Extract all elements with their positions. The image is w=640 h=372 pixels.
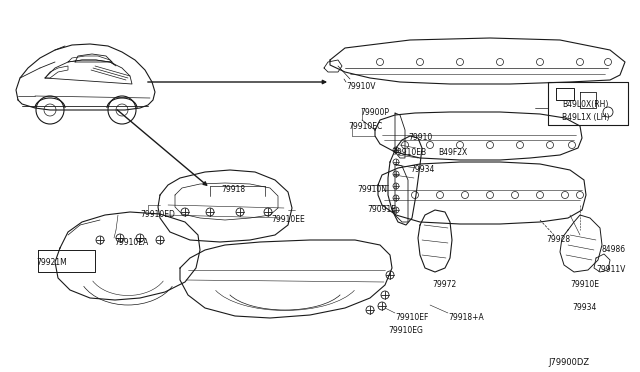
Text: 79091E: 79091E (367, 205, 396, 214)
Text: 84986: 84986 (601, 245, 625, 254)
Text: 79928: 79928 (546, 235, 570, 244)
Text: B49F2X: B49F2X (438, 148, 467, 157)
Text: J79900DZ: J79900DZ (549, 358, 590, 367)
Text: 79910EG: 79910EG (388, 326, 423, 335)
Text: 79934: 79934 (572, 303, 596, 312)
Text: 79972: 79972 (432, 280, 456, 289)
Text: 79911V: 79911V (596, 265, 625, 274)
Text: 79921M: 79921M (36, 258, 67, 267)
Text: 79934: 79934 (410, 165, 435, 174)
Text: 79910ED: 79910ED (140, 210, 175, 219)
Text: 79910EB: 79910EB (392, 148, 426, 157)
Text: 79910E: 79910E (570, 280, 599, 289)
Text: B49L0X(RH): B49L0X(RH) (562, 100, 609, 109)
Text: 79910EA: 79910EA (114, 238, 148, 247)
Text: 79910EF: 79910EF (395, 313, 428, 322)
Text: 79910EC: 79910EC (348, 122, 382, 131)
Text: B49L1X (LH): B49L1X (LH) (562, 113, 609, 122)
Text: 79918+A: 79918+A (448, 313, 484, 322)
Text: 79910EE: 79910EE (271, 215, 305, 224)
Text: 79900P: 79900P (360, 108, 389, 117)
Text: 79910N: 79910N (357, 185, 387, 194)
Text: 79910V: 79910V (346, 82, 376, 91)
Text: 79918: 79918 (221, 185, 245, 194)
Text: 79910: 79910 (408, 133, 432, 142)
